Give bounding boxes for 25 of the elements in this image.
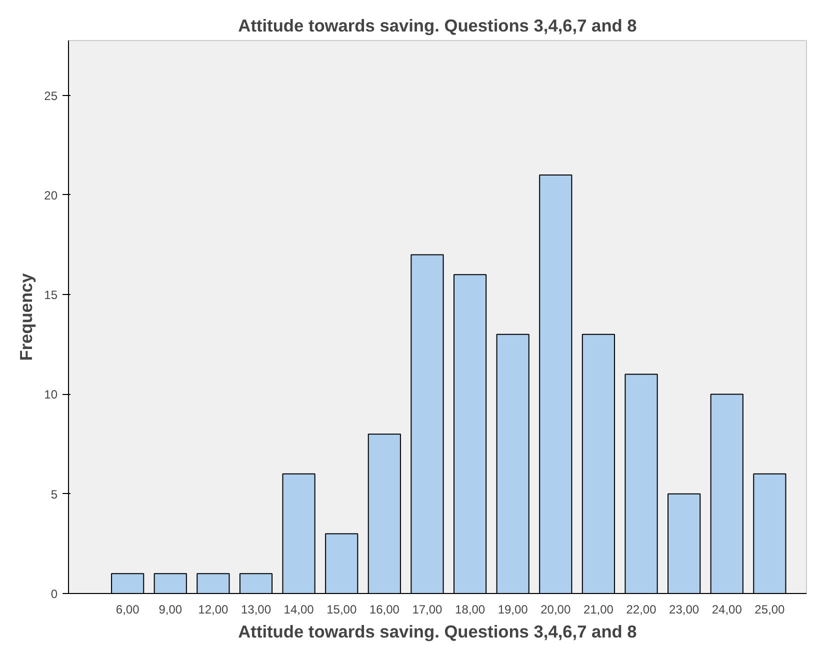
x-tick-label: 12,00 [198, 602, 229, 616]
y-axis-title: Frequency [16, 272, 36, 361]
x-tick-label: 21,00 [583, 602, 614, 616]
x-tick-label: 9,00 [158, 602, 182, 616]
y-tick-label: 20 [44, 188, 58, 202]
y-tick-label: 15 [44, 288, 58, 302]
y-tick-label: 0 [50, 587, 58, 601]
x-tick-label: 19,00 [498, 602, 528, 616]
y-tick-label: 10 [44, 388, 58, 402]
x-tick-label: 25,00 [754, 602, 786, 616]
x-tick-label: 18,00 [455, 602, 486, 616]
x-tick-label: 20,00 [540, 602, 571, 616]
x-tick-label: 14,00 [284, 602, 314, 616]
x-tick-label: 15,00 [326, 602, 357, 616]
x-tick-label: 6,00 [116, 602, 140, 616]
x-tick-label: 22,00 [626, 602, 657, 616]
x-tick-label: 24,00 [712, 602, 742, 616]
x-axis-title: Attitude towards saving. Questions 3,4,6,7 and 8 [238, 622, 638, 642]
y-tick-label: 25 [44, 88, 58, 103]
x-tick-label: 16,00 [369, 602, 400, 616]
x-tick-label: 13,00 [240, 602, 272, 616]
x-tick-label: 23,00 [669, 602, 700, 616]
chart-title: Attitude towards saving. Questions 3,4,6,7 and 8 [238, 16, 638, 36]
x-tick-label: 17,00 [412, 602, 443, 616]
y-tick-label: 5 [50, 487, 58, 502]
